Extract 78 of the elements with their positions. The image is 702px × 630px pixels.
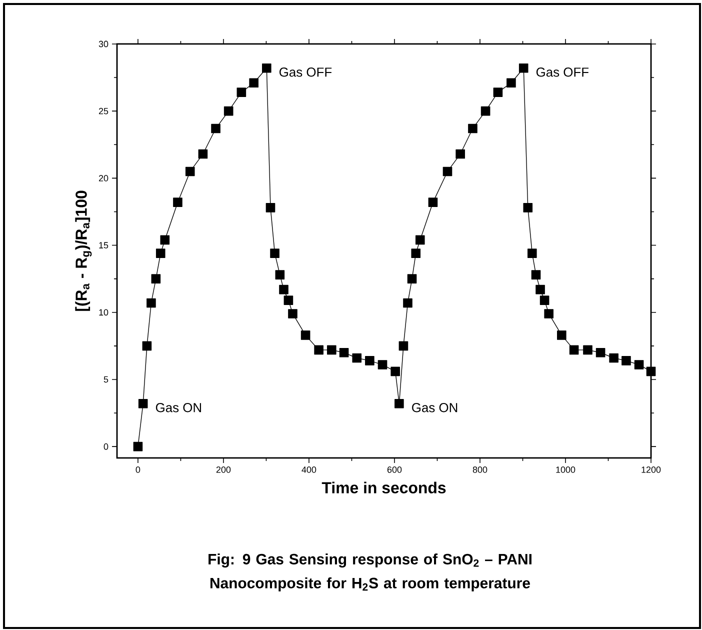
point bbox=[275, 270, 285, 280]
point bbox=[198, 149, 208, 159]
point bbox=[249, 78, 258, 88]
point bbox=[262, 63, 272, 73]
point bbox=[390, 366, 400, 376]
point bbox=[622, 356, 631, 366]
point bbox=[133, 442, 143, 452]
y-axis-title: [(R$_{a}$ - R$_{g}$)/R$_{a}$]100 bbox=[75, 190, 92, 311]
x-tick-label: 800 bbox=[472, 466, 488, 473]
point bbox=[300, 330, 310, 340]
point bbox=[394, 398, 404, 408]
point bbox=[365, 356, 374, 366]
annotation: Gas ON bbox=[412, 403, 458, 412]
point bbox=[173, 198, 182, 207]
annotation: Gas ON bbox=[156, 403, 201, 412]
y-tick-label: 30 bbox=[98, 40, 108, 48]
point bbox=[352, 353, 362, 363]
x-axis-title: Time in seconds bbox=[322, 482, 446, 494]
y-tick-label: 0 bbox=[104, 443, 108, 450]
point bbox=[284, 296, 294, 305]
point bbox=[646, 366, 656, 376]
point bbox=[415, 235, 425, 245]
y-tick-label: 10 bbox=[99, 309, 108, 316]
point bbox=[279, 284, 288, 294]
point bbox=[211, 124, 220, 134]
y-tick-label: 25 bbox=[98, 108, 108, 114]
point bbox=[493, 88, 503, 97]
point bbox=[407, 274, 417, 284]
point bbox=[378, 360, 388, 370]
point bbox=[185, 166, 195, 176]
point bbox=[523, 203, 533, 212]
x-tick-label: 1200 bbox=[642, 466, 661, 473]
point bbox=[270, 248, 280, 258]
point bbox=[528, 248, 537, 258]
x-tick-label: 600 bbox=[387, 466, 402, 473]
text: Fig: 9 Gas Sensing response of SnO$_{2}$ – PANI Nanocomposite for H$_{2}$S at room temperature bbox=[208, 554, 532, 592]
point bbox=[224, 106, 234, 116]
point bbox=[634, 360, 644, 370]
point bbox=[160, 235, 170, 245]
point bbox=[339, 348, 349, 358]
point bbox=[583, 345, 592, 355]
point bbox=[596, 348, 606, 358]
point bbox=[480, 106, 490, 116]
point bbox=[531, 270, 541, 280]
point bbox=[540, 296, 550, 305]
point bbox=[236, 88, 246, 97]
point bbox=[142, 341, 152, 351]
annotation: Gas OFF bbox=[536, 68, 589, 77]
y-tick-label: 5 bbox=[104, 376, 108, 383]
point bbox=[544, 309, 554, 318]
point bbox=[609, 353, 618, 363]
point bbox=[468, 124, 478, 134]
point bbox=[266, 203, 276, 212]
point bbox=[151, 274, 161, 284]
point bbox=[288, 309, 298, 318]
point bbox=[398, 341, 408, 351]
y-tick-label: 20 bbox=[98, 175, 108, 182]
point bbox=[156, 248, 166, 258]
annotation: Gas OFF bbox=[280, 68, 332, 77]
point bbox=[442, 166, 452, 176]
point bbox=[146, 298, 156, 308]
point bbox=[314, 345, 324, 355]
x-tick-label: 200 bbox=[216, 466, 231, 473]
point bbox=[518, 63, 528, 73]
y-tick-label: 15 bbox=[99, 242, 108, 248]
point bbox=[536, 284, 545, 294]
point bbox=[506, 78, 516, 88]
point bbox=[569, 345, 579, 355]
x-tick-label: 400 bbox=[302, 466, 316, 473]
point bbox=[456, 149, 465, 159]
point bbox=[326, 345, 336, 355]
point bbox=[557, 330, 566, 340]
point bbox=[428, 198, 438, 207]
point bbox=[411, 248, 421, 258]
point bbox=[138, 398, 148, 408]
x-tick-label: 0 bbox=[136, 466, 140, 473]
point bbox=[403, 298, 412, 308]
x-tick-label: 1000 bbox=[556, 466, 576, 473]
